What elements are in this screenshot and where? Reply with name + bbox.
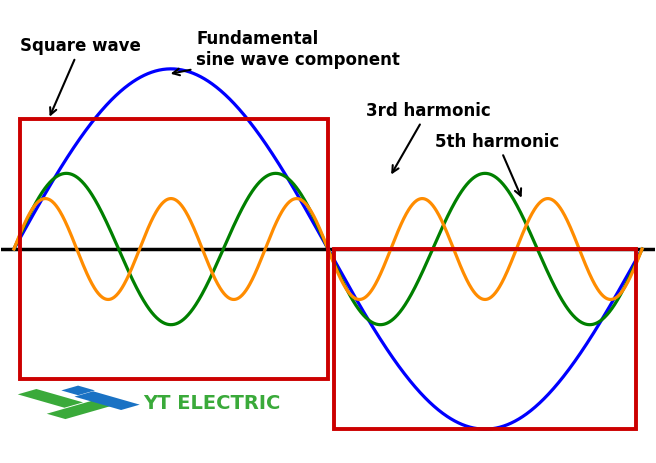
Text: 3rd harmonic: 3rd harmonic [365,102,491,173]
Polygon shape [74,391,140,410]
Polygon shape [47,400,112,419]
Text: 5th harmonic: 5th harmonic [435,132,559,196]
Text: Fundamental
sine wave component: Fundamental sine wave component [173,30,400,76]
Polygon shape [61,386,95,395]
Bar [335,250,636,429]
Polygon shape [18,389,83,408]
Text: Square wave: Square wave [20,38,141,115]
Text: YT ELECTRIC: YT ELECTRIC [143,393,280,412]
Bar [20,120,328,379]
